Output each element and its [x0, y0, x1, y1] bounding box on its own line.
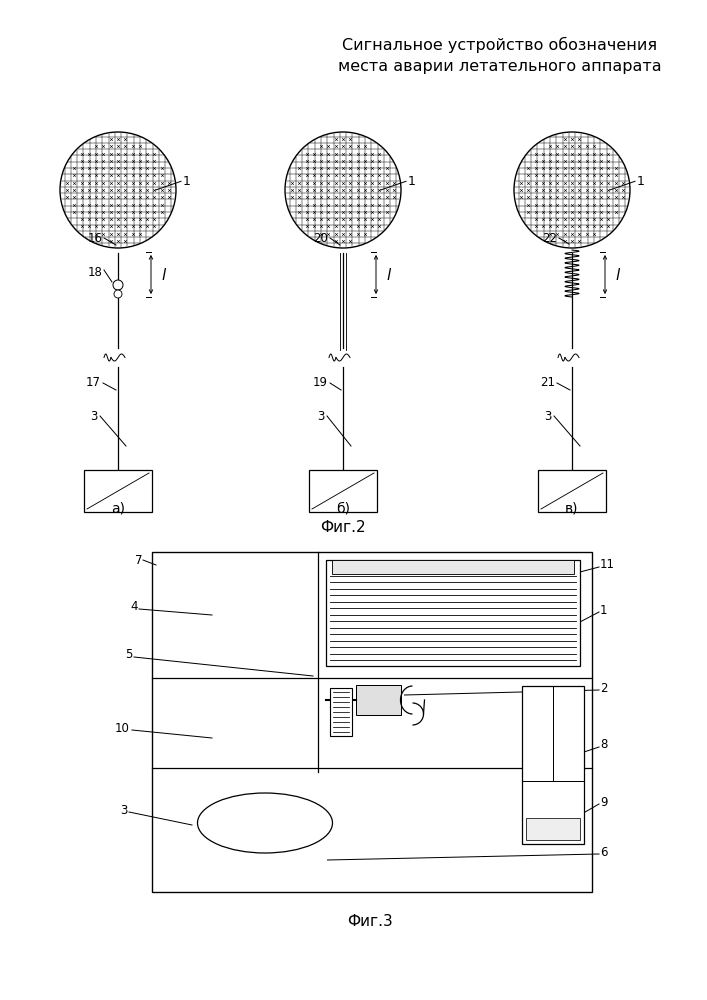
Text: 16: 16	[88, 232, 103, 244]
Bar	[332, 560, 574, 574]
Text: 18: 18	[88, 265, 103, 278]
Bar	[522, 686, 584, 844]
Text: 3: 3	[121, 804, 128, 816]
Text: $l$: $l$	[615, 266, 621, 282]
Text: 1: 1	[600, 603, 607, 616]
Text: 5: 5	[126, 648, 133, 662]
Bar	[326, 560, 580, 666]
Circle shape	[514, 132, 630, 248]
Text: 3: 3	[544, 410, 552, 422]
Text: Сигнальное устройство обозначения: Сигнальное устройство обозначения	[342, 37, 658, 53]
Circle shape	[113, 280, 123, 290]
Text: 3: 3	[317, 410, 325, 422]
Text: $l$: $l$	[161, 266, 167, 282]
Text: 1: 1	[408, 175, 416, 188]
Text: 10: 10	[115, 722, 130, 734]
Ellipse shape	[197, 793, 332, 853]
Text: 3: 3	[90, 410, 98, 422]
Text: 19: 19	[313, 376, 328, 389]
Text: 9: 9	[600, 796, 607, 808]
Text: 8: 8	[600, 738, 607, 752]
Text: 17: 17	[86, 376, 101, 389]
Text: в): в)	[566, 501, 579, 515]
Text: 7: 7	[134, 554, 142, 566]
Bar	[526, 818, 580, 840]
Text: а): а)	[111, 501, 125, 515]
Text: места аварии летательного аппарата: места аварии летательного аппарата	[338, 60, 662, 75]
Text: 22: 22	[542, 232, 557, 244]
Circle shape	[60, 132, 176, 248]
Bar	[538, 470, 606, 512]
Bar	[84, 470, 152, 512]
Circle shape	[114, 290, 122, 298]
Text: 11: 11	[600, 558, 615, 572]
Text: б): б)	[336, 501, 350, 515]
Text: 4: 4	[131, 600, 138, 613]
Bar	[356, 685, 400, 715]
Text: 1: 1	[637, 175, 645, 188]
Bar	[330, 688, 351, 736]
Text: Фиг.2: Фиг.2	[320, 520, 366, 536]
Bar	[309, 470, 377, 512]
Text: 2: 2	[600, 682, 607, 694]
Text: 1: 1	[183, 175, 191, 188]
Text: 6: 6	[600, 846, 607, 858]
Text: $l$: $l$	[386, 266, 392, 282]
Circle shape	[285, 132, 401, 248]
Text: 21: 21	[540, 376, 555, 389]
Bar	[152, 552, 592, 892]
Text: 20: 20	[313, 232, 328, 244]
Text: Фиг.3: Фиг.3	[347, 914, 393, 930]
